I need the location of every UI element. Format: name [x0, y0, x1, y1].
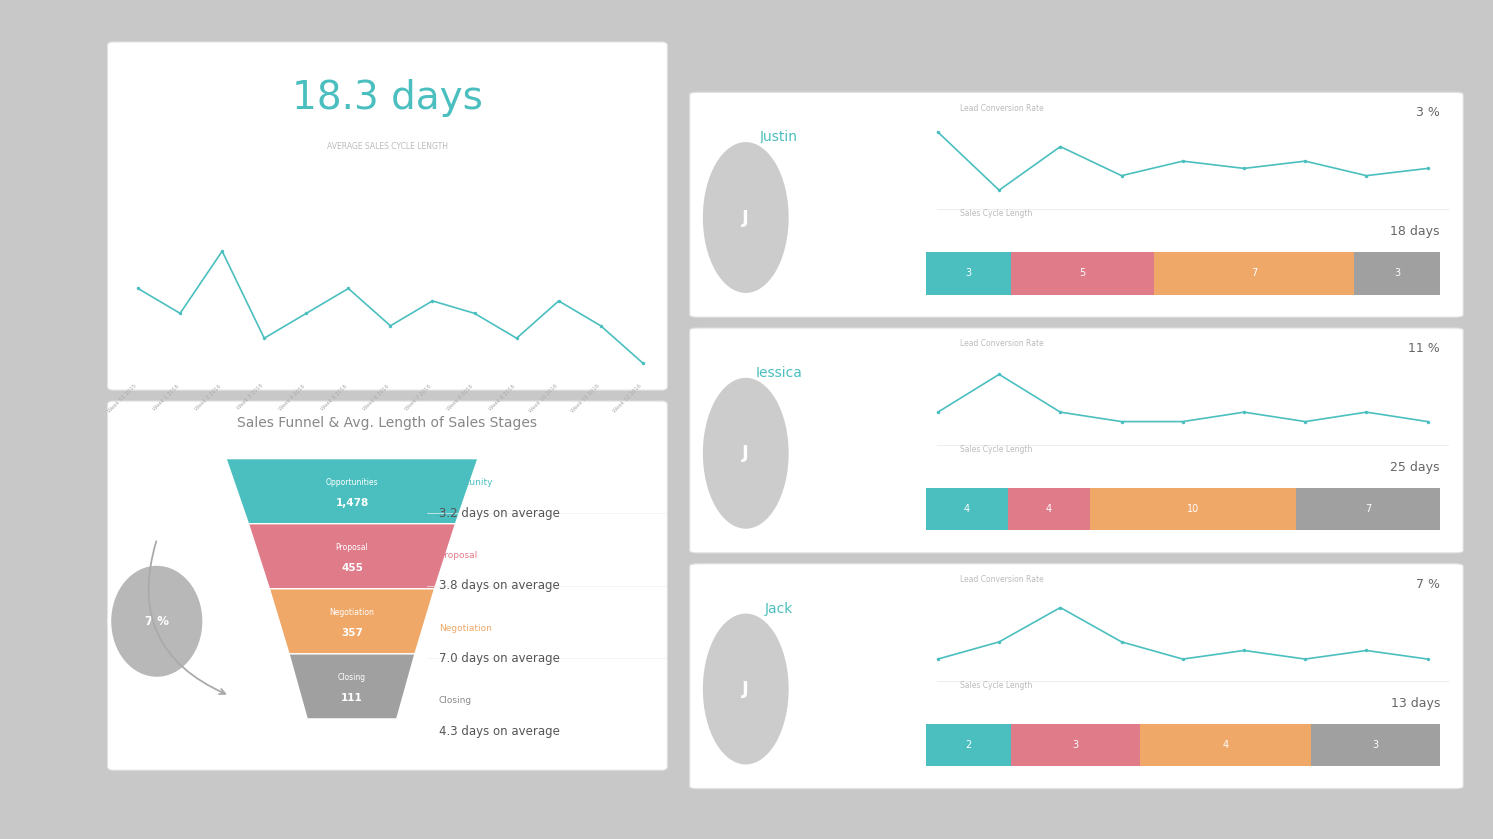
Polygon shape: [225, 459, 478, 524]
Bar: [1311, 723, 1439, 766]
Bar: [1008, 487, 1090, 530]
Text: Sales Cycle Length: Sales Cycle Length: [960, 209, 1033, 218]
Text: Sales Cycle Length: Sales Cycle Length: [960, 680, 1033, 690]
Text: 18 days: 18 days: [1390, 225, 1439, 238]
Text: Opportunities: Opportunities: [325, 478, 378, 487]
Text: 7 %: 7 %: [145, 615, 169, 628]
Bar: [1090, 487, 1296, 530]
Bar: [1011, 723, 1141, 766]
Text: AVERAGE SALES CYCLE LENGTH: AVERAGE SALES CYCLE LENGTH: [327, 142, 448, 151]
Text: Justin: Justin: [760, 130, 797, 144]
Text: 3.8 days on average: 3.8 days on average: [439, 579, 560, 592]
Polygon shape: [269, 589, 434, 654]
Text: 7 %: 7 %: [1415, 577, 1439, 591]
Text: J: J: [742, 209, 749, 227]
Text: 4: 4: [1047, 504, 1053, 514]
Text: 3: 3: [1072, 740, 1079, 750]
Bar: [1354, 252, 1439, 294]
Text: 5: 5: [1079, 268, 1085, 279]
Text: 7.0 days on average: 7.0 days on average: [439, 652, 560, 665]
Text: 455: 455: [340, 563, 363, 573]
Text: 1,478: 1,478: [336, 498, 369, 508]
Bar: [1296, 487, 1439, 530]
Text: 3: 3: [1372, 740, 1378, 750]
Text: 111: 111: [340, 693, 363, 703]
Text: Opportunity: Opportunity: [439, 478, 493, 487]
FancyBboxPatch shape: [107, 42, 667, 390]
Text: 25 days: 25 days: [1390, 461, 1439, 474]
Circle shape: [702, 376, 790, 530]
Text: 3: 3: [1394, 268, 1400, 279]
Text: 7: 7: [1251, 268, 1257, 279]
Bar: [926, 723, 1011, 766]
Text: Jack: Jack: [764, 602, 793, 616]
Text: J: J: [742, 680, 749, 698]
Bar: [926, 487, 1008, 530]
Text: 4: 4: [963, 504, 970, 514]
Polygon shape: [290, 654, 415, 719]
Circle shape: [702, 612, 790, 766]
Circle shape: [702, 140, 790, 294]
Text: 4: 4: [1223, 740, 1229, 750]
Text: 357: 357: [340, 628, 363, 638]
FancyBboxPatch shape: [690, 328, 1463, 553]
Text: Closing: Closing: [439, 696, 472, 706]
Polygon shape: [248, 524, 455, 589]
Text: 3 %: 3 %: [1415, 106, 1439, 119]
Text: 18.3 days: 18.3 days: [293, 79, 482, 117]
Bar: [926, 252, 1011, 294]
Text: 4.3 days on average: 4.3 days on average: [439, 725, 560, 737]
Text: J: J: [742, 445, 749, 462]
Text: 13 days: 13 days: [1390, 696, 1439, 710]
Circle shape: [109, 564, 205, 679]
Text: 2: 2: [966, 740, 972, 750]
FancyBboxPatch shape: [690, 92, 1463, 317]
FancyBboxPatch shape: [107, 401, 667, 770]
Text: Lead Conversion Rate: Lead Conversion Rate: [960, 339, 1044, 348]
Text: Lead Conversion Rate: Lead Conversion Rate: [960, 575, 1044, 584]
Text: 10: 10: [1187, 504, 1199, 514]
Text: 3.2 days on average: 3.2 days on average: [439, 507, 560, 519]
Bar: [1011, 252, 1154, 294]
Text: Lead Conversion Rate: Lead Conversion Rate: [960, 103, 1044, 112]
Text: Negotiation: Negotiation: [439, 623, 491, 633]
Text: 3: 3: [966, 268, 972, 279]
Text: Jessica: Jessica: [755, 366, 802, 380]
Text: 7: 7: [1365, 504, 1371, 514]
Text: Closing: Closing: [337, 674, 366, 682]
Text: 11 %: 11 %: [1408, 341, 1439, 355]
Text: Sales Cycle Length: Sales Cycle Length: [960, 445, 1033, 454]
Text: Negotiation: Negotiation: [330, 608, 375, 618]
Text: Proposal: Proposal: [336, 544, 369, 552]
Text: Proposal: Proposal: [439, 551, 476, 560]
Bar: [1154, 252, 1354, 294]
FancyBboxPatch shape: [690, 564, 1463, 789]
Text: Sales Funnel & Avg. Length of Sales Stages: Sales Funnel & Avg. Length of Sales Stag…: [237, 416, 537, 430]
Bar: [1141, 723, 1311, 766]
